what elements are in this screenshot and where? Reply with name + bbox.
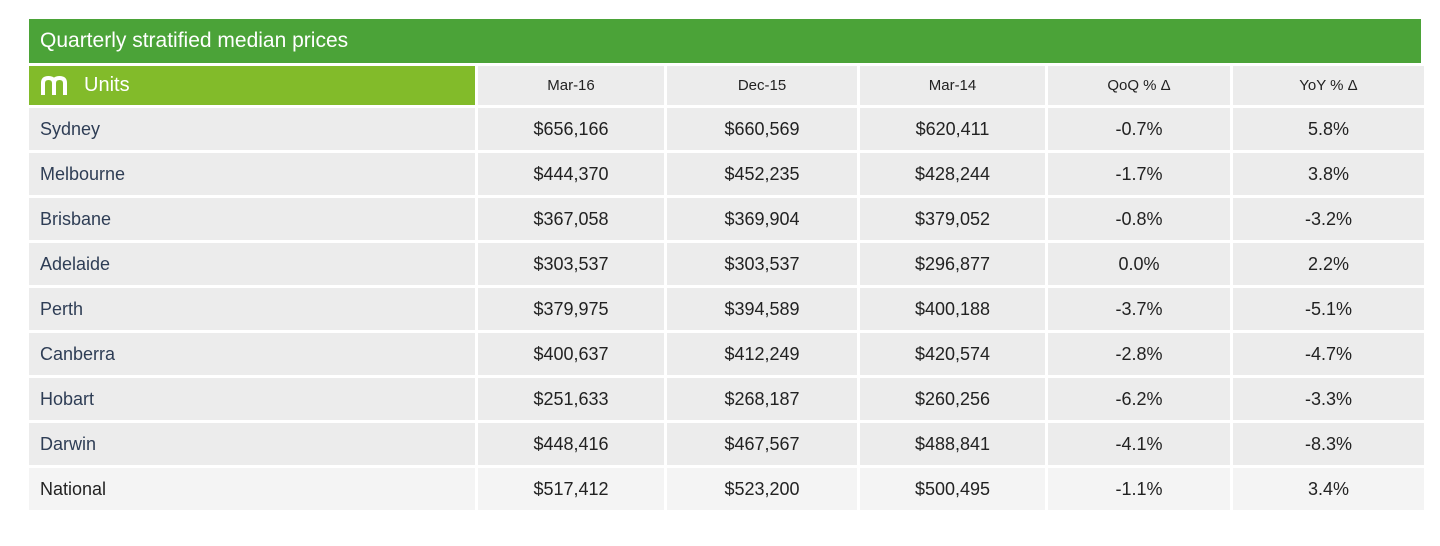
value-cell: $488,841 bbox=[860, 423, 1045, 465]
m-logo-icon bbox=[41, 75, 67, 95]
table-row: Hobart $251,633 $268,187 $260,256 -6.2% -3.3% bbox=[29, 378, 1424, 420]
value-cell: -2.8% bbox=[1048, 333, 1230, 375]
units-label: Units bbox=[84, 74, 130, 96]
value-cell: -3.3% bbox=[1233, 378, 1424, 420]
value-cell: $296,877 bbox=[860, 243, 1045, 285]
value-cell: -6.2% bbox=[1048, 378, 1230, 420]
value-cell: $400,637 bbox=[478, 333, 664, 375]
value-cell: $660,569 bbox=[667, 108, 857, 150]
value-cell: -4.7% bbox=[1233, 333, 1424, 375]
value-cell: $367,058 bbox=[478, 198, 664, 240]
value-cell: $420,574 bbox=[860, 333, 1045, 375]
value-cell: $251,633 bbox=[478, 378, 664, 420]
table-title: Quarterly stratified median prices bbox=[29, 19, 1421, 63]
value-cell: $467,567 bbox=[667, 423, 857, 465]
value-cell: $268,187 bbox=[667, 378, 857, 420]
column-header: YoY % Δ bbox=[1233, 66, 1424, 105]
value-cell: -1.1% bbox=[1048, 468, 1230, 510]
table-row: Melbourne $444,370 $452,235 $428,244 -1.7% 3.… bbox=[29, 153, 1424, 195]
value-cell: -5.1% bbox=[1233, 288, 1424, 330]
value-cell: $444,370 bbox=[478, 153, 664, 195]
city-cell: Melbourne bbox=[29, 153, 475, 195]
value-cell: 3.4% bbox=[1233, 468, 1424, 510]
column-header: Dec-15 bbox=[667, 66, 857, 105]
median-prices-table: Units Mar-16 Dec-15 Mar-14 QoQ % Δ YoY %… bbox=[26, 63, 1427, 513]
value-cell: $394,589 bbox=[667, 288, 857, 330]
column-header: QoQ % Δ bbox=[1048, 66, 1230, 105]
value-cell: $379,052 bbox=[860, 198, 1045, 240]
value-cell: $369,904 bbox=[667, 198, 857, 240]
value-cell: $412,249 bbox=[667, 333, 857, 375]
value-cell: $620,411 bbox=[860, 108, 1045, 150]
table-body: Sydney $656,166 $660,569 $620,411 -0.7% 5.8% M… bbox=[29, 108, 1424, 510]
city-cell: Adelaide bbox=[29, 243, 475, 285]
value-cell: -4.1% bbox=[1048, 423, 1230, 465]
units-header: Units bbox=[29, 66, 475, 105]
city-cell: Perth bbox=[29, 288, 475, 330]
city-cell: Sydney bbox=[29, 108, 475, 150]
table-row: National $517,412 $523,200 $500,495 -1.1% 3.4… bbox=[29, 468, 1424, 510]
value-cell: -1.7% bbox=[1048, 153, 1230, 195]
value-cell: $656,166 bbox=[478, 108, 664, 150]
value-cell: $517,412 bbox=[478, 468, 664, 510]
city-cell: Darwin bbox=[29, 423, 475, 465]
value-cell: 3.8% bbox=[1233, 153, 1424, 195]
column-header: Mar-14 bbox=[860, 66, 1045, 105]
value-cell: $379,975 bbox=[478, 288, 664, 330]
value-cell: $303,537 bbox=[667, 243, 857, 285]
header-row: Units Mar-16 Dec-15 Mar-14 QoQ % Δ YoY %… bbox=[29, 66, 1424, 105]
table-row: Brisbane $367,058 $369,904 $379,052 -0.8% -3.… bbox=[29, 198, 1424, 240]
value-cell: $260,256 bbox=[860, 378, 1045, 420]
value-cell: $303,537 bbox=[478, 243, 664, 285]
price-table-panel: Quarterly stratified median prices Units bbox=[29, 19, 1424, 510]
table-row: Perth $379,975 $394,589 $400,188 -3.7% -5.1% bbox=[29, 288, 1424, 330]
value-cell: -0.8% bbox=[1048, 198, 1230, 240]
city-cell: Canberra bbox=[29, 333, 475, 375]
value-cell: $400,188 bbox=[860, 288, 1045, 330]
table-row: Darwin $448,416 $467,567 $488,841 -4.1% -8.3% bbox=[29, 423, 1424, 465]
value-cell: -8.3% bbox=[1233, 423, 1424, 465]
table-row: Sydney $656,166 $660,569 $620,411 -0.7% 5.8% bbox=[29, 108, 1424, 150]
value-cell: $523,200 bbox=[667, 468, 857, 510]
value-cell: 2.2% bbox=[1233, 243, 1424, 285]
value-cell: 0.0% bbox=[1048, 243, 1230, 285]
table-row: Canberra $400,637 $412,249 $420,574 -2.8% -4.… bbox=[29, 333, 1424, 375]
value-cell: $428,244 bbox=[860, 153, 1045, 195]
city-cell: Hobart bbox=[29, 378, 475, 420]
value-cell: -3.2% bbox=[1233, 198, 1424, 240]
city-cell: National bbox=[29, 468, 475, 510]
value-cell: $448,416 bbox=[478, 423, 664, 465]
city-cell: Brisbane bbox=[29, 198, 475, 240]
value-cell: -0.7% bbox=[1048, 108, 1230, 150]
table-row: Adelaide $303,537 $303,537 $296,877 0.0% 2.2% bbox=[29, 243, 1424, 285]
value-cell: 5.8% bbox=[1233, 108, 1424, 150]
column-header: Mar-16 bbox=[478, 66, 664, 105]
value-cell: $452,235 bbox=[667, 153, 857, 195]
value-cell: $500,495 bbox=[860, 468, 1045, 510]
value-cell: -3.7% bbox=[1048, 288, 1230, 330]
